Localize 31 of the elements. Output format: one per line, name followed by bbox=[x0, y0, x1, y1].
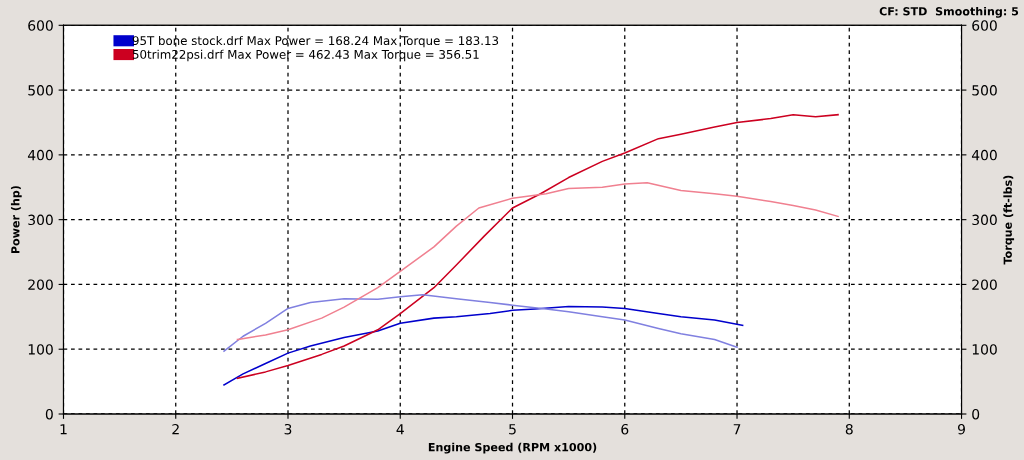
y2-axis-title: Torque (ft-lbs) bbox=[1003, 175, 1015, 265]
x-tick-label: 9 bbox=[957, 423, 965, 435]
y-axis-title: Power (hp) bbox=[10, 186, 22, 254]
y-tick-label: 600 bbox=[28, 20, 53, 31]
x-tick-label: 7 bbox=[733, 424, 741, 435]
line-series bbox=[236, 181, 839, 341]
y-tick-label: 400 bbox=[27, 149, 53, 161]
line-series bbox=[223, 305, 744, 386]
x-tick-label: 2 bbox=[172, 423, 179, 435]
x-axis-title: Engine Speed (RPM x1000) bbox=[428, 442, 597, 454]
y2-tick-label: 0 bbox=[972, 408, 980, 420]
y-tick-label: 200 bbox=[28, 279, 53, 290]
x-tick-label: 6 bbox=[621, 423, 629, 435]
y-tick-label: 300 bbox=[28, 214, 53, 226]
line-series bbox=[223, 294, 738, 352]
y2-tick-label: 400 bbox=[971, 149, 997, 161]
x-tick-label: 5 bbox=[509, 424, 516, 435]
text: CF: STD Smoothing: 5 bbox=[879, 6, 1019, 18]
y2-tick-label: 100 bbox=[972, 344, 997, 355]
y-tick-label: 500 bbox=[28, 85, 53, 96]
x-tick-label: 4 bbox=[396, 424, 404, 435]
y2-tick-label: 200 bbox=[972, 279, 997, 290]
y2-tick-label: 300 bbox=[972, 214, 997, 226]
x-tick-label: 3 bbox=[284, 423, 292, 435]
x-tick-label: 1 bbox=[60, 424, 67, 435]
line-series bbox=[236, 113, 839, 380]
y-tick-label: 0 bbox=[45, 408, 53, 420]
x-tick-label: 8 bbox=[845, 423, 853, 435]
y-tick-label: 100 bbox=[28, 344, 53, 355]
y2-tick-label: 500 bbox=[972, 85, 997, 96]
y2-tick-label: 600 bbox=[972, 20, 997, 31]
